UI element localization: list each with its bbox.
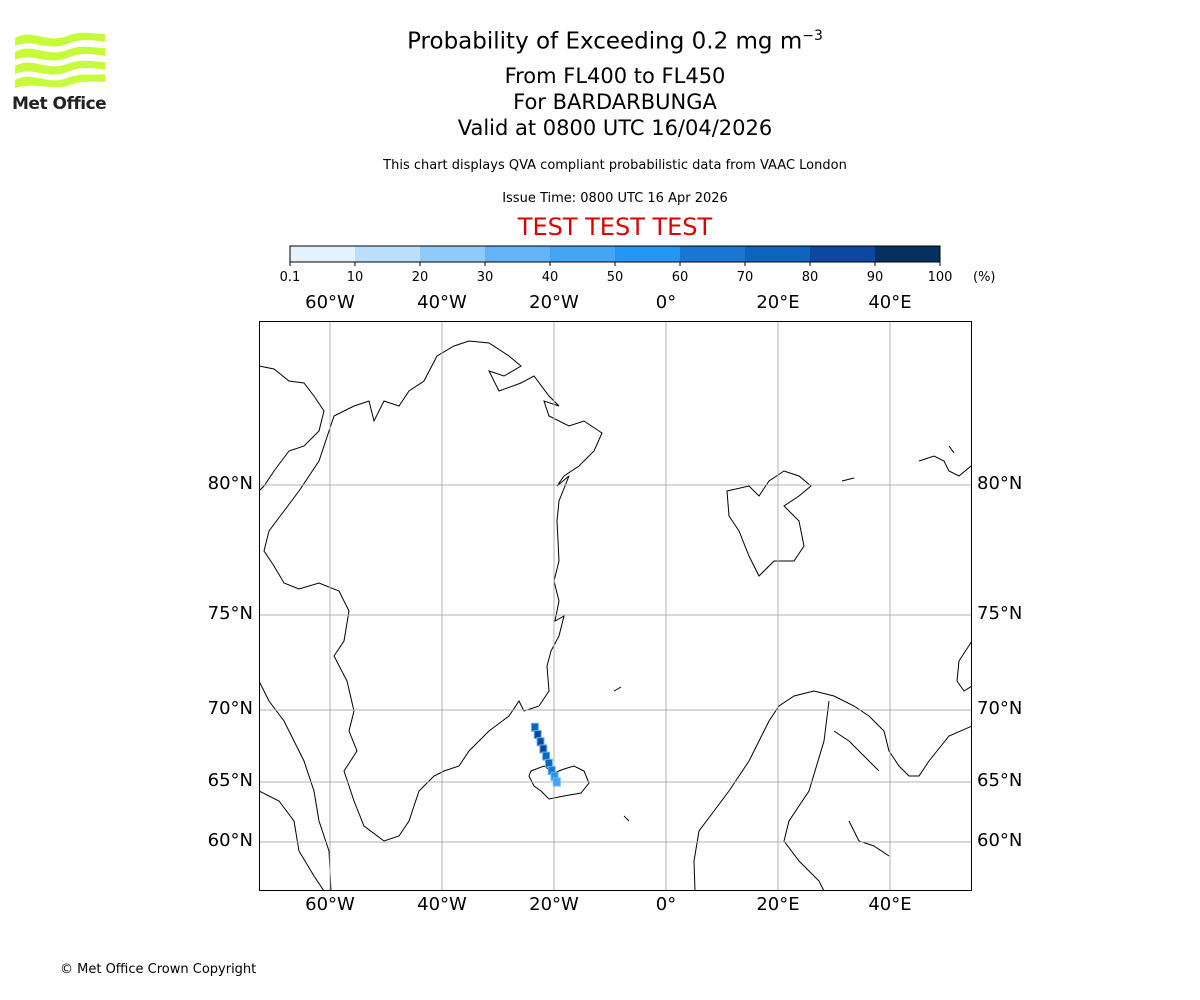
map-frame: [259, 321, 972, 891]
lat-label-right: 60°N: [977, 830, 1023, 851]
coast-novaya-zemlya: [956, 640, 972, 692]
colorbar-segment: [290, 246, 356, 262]
colorbar-segment: [810, 246, 876, 262]
lon-label-bottom: 20°W: [529, 894, 579, 915]
colorbar-segment: [355, 246, 421, 262]
issue-time: Issue Time: 0800 UTC 16 Apr 2026: [502, 191, 728, 206]
lon-label-top: 20°W: [529, 292, 579, 313]
coast-franz-josef: [841, 445, 972, 482]
lat-label-right: 75°N: [977, 603, 1023, 624]
coastlines: [259, 340, 972, 891]
coast-canada: [259, 365, 332, 891]
coast-faroe: [623, 815, 630, 822]
colorbar-segment: [615, 246, 681, 262]
colorbar: [289, 245, 941, 266]
colorbar-tick-label: 80: [801, 270, 819, 285]
valid-time: Valid at 0800 UTC 16/04/2026: [457, 116, 773, 140]
colorbar-tick-label: 70: [736, 270, 754, 285]
colorbar-segment: [745, 246, 811, 262]
volcano-name: For BARDARBUNGA: [513, 90, 717, 114]
colorbar-tick-label: 40: [541, 270, 559, 285]
lon-label-top: 0°: [655, 292, 677, 313]
lon-label-top: 60°W: [305, 292, 355, 313]
colorbar-tick-label: 100: [927, 270, 953, 285]
copyright: © Met Office Crown Copyright: [60, 962, 257, 977]
lat-label-right: 70°N: [977, 698, 1023, 719]
test-banner: TEST TEST TEST: [517, 213, 713, 241]
colorbar-unit: (%): [973, 270, 996, 285]
coast-jan-mayen: [613, 686, 622, 692]
colorbar-tick-label: 10: [346, 270, 364, 285]
lon-label-top: 40°E: [868, 292, 912, 313]
title-main: Probability of Exceeding 0.2 mg m: [407, 28, 803, 55]
ash-plume: [530, 722, 561, 787]
colorbar-tick-label: 50: [606, 270, 624, 285]
colorbar-tick-label: 60: [671, 270, 689, 285]
lon-label-top: 20°E: [756, 292, 800, 313]
lon-label-top: 40°W: [417, 292, 467, 313]
met-office-logo: Met Office: [12, 30, 108, 114]
colorbar-tick-label: 0.1: [279, 270, 301, 285]
colorbar-tick-label: 90: [866, 270, 884, 285]
title-superscript: −3: [802, 28, 823, 44]
gridlines: [259, 321, 972, 891]
colorbar-segment: [680, 246, 746, 262]
logo-text: Met Office: [12, 94, 107, 114]
lat-label-left: 80°N: [207, 473, 253, 494]
map: [259, 321, 972, 891]
lat-label-left: 60°N: [207, 830, 253, 851]
lon-label-bottom: 40°W: [417, 894, 467, 915]
lon-label-bottom: 60°W: [305, 894, 355, 915]
colorbar-tick-label: 20: [411, 270, 429, 285]
colorbar-segment: [875, 246, 941, 262]
lat-label-left: 75°N: [207, 603, 253, 624]
plume-cell: [552, 777, 561, 787]
coast-greenland: [263, 340, 603, 842]
lat-label-left: 70°N: [207, 698, 253, 719]
colorbar-segment: [420, 246, 486, 262]
lon-label-bottom: 40°E: [868, 894, 912, 915]
colorbar-segment: [485, 246, 551, 262]
lat-label-right: 65°N: [977, 770, 1023, 791]
lat-label-left: 65°N: [207, 770, 253, 791]
colorbar-tick-label: 30: [476, 270, 494, 285]
coast-scandinavia: [693, 690, 972, 891]
flight-levels: From FL400 to FL450: [504, 64, 726, 88]
chart-title: Probability of Exceeding 0.2 mg m−3: [0, 28, 1200, 55]
coast-svalbard: [726, 470, 812, 577]
lon-label-bottom: 20°E: [756, 894, 800, 915]
colorbar-segment: [550, 246, 616, 262]
lon-label-bottom: 0°: [655, 894, 677, 915]
subtitle: This chart displays QVA compliant probab…: [383, 158, 847, 173]
lat-label-right: 80°N: [977, 473, 1023, 494]
